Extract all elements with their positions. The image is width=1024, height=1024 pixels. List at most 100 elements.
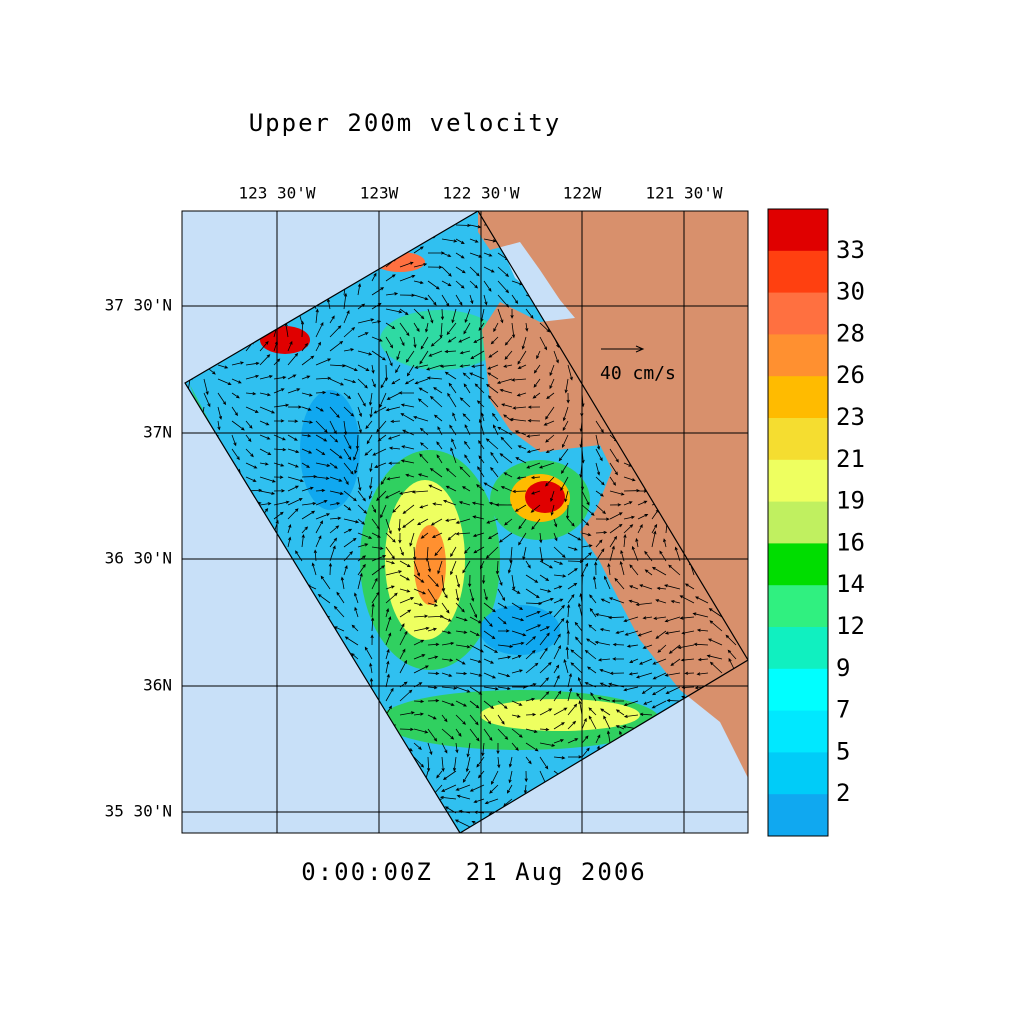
vector — [637, 630, 653, 637]
vector — [468, 574, 472, 588]
vector — [385, 274, 396, 282]
vector — [532, 392, 541, 399]
vector — [388, 461, 401, 465]
vector — [427, 742, 433, 756]
vector — [217, 392, 227, 406]
vector — [565, 619, 569, 632]
vector — [413, 699, 425, 704]
vector — [490, 451, 499, 464]
vector — [508, 770, 513, 784]
vector — [313, 549, 317, 562]
vector — [344, 636, 359, 646]
vector — [398, 391, 415, 395]
vector — [483, 714, 492, 725]
vector — [329, 378, 344, 386]
vector — [387, 434, 401, 440]
vector — [357, 318, 375, 324]
colorbar-swatch — [768, 376, 828, 419]
vector — [668, 644, 681, 654]
vector — [553, 574, 567, 578]
vector — [539, 532, 543, 544]
vector — [490, 336, 499, 345]
vector — [525, 662, 539, 674]
vector — [497, 616, 507, 625]
vector — [417, 473, 429, 478]
vector — [377, 434, 387, 442]
vector — [469, 714, 479, 726]
vector — [441, 294, 450, 307]
vector — [203, 378, 209, 396]
vector — [357, 532, 373, 539]
vector — [320, 575, 331, 590]
vector — [504, 350, 513, 360]
vector — [384, 490, 401, 499]
vector — [527, 419, 541, 423]
vector — [709, 661, 723, 674]
lat-tick-label: 37N — [143, 423, 172, 442]
vector — [301, 462, 311, 468]
vector — [539, 574, 550, 582]
colorbar-label: 30 — [836, 278, 865, 306]
vector — [413, 308, 425, 320]
vector — [455, 658, 466, 665]
vector — [369, 476, 373, 490]
vector — [628, 672, 639, 676]
vector — [427, 655, 439, 660]
vector — [385, 632, 392, 646]
vector — [427, 627, 438, 632]
vector — [315, 376, 332, 380]
vector — [301, 474, 318, 479]
vector — [469, 616, 482, 624]
vector — [371, 555, 387, 562]
vector — [301, 406, 312, 411]
vector — [354, 462, 359, 475]
vector — [357, 392, 366, 407]
vector — [311, 562, 317, 576]
vector — [514, 430, 527, 436]
vector — [426, 364, 443, 371]
vector — [385, 322, 396, 330]
lat-tick-label: 36N — [143, 676, 172, 695]
vector — [495, 560, 500, 575]
vector — [590, 692, 597, 702]
vector — [452, 412, 457, 422]
vector — [599, 682, 611, 688]
vector — [581, 552, 592, 562]
vector — [486, 518, 499, 524]
vector — [329, 325, 342, 338]
vector — [437, 426, 443, 436]
vector — [315, 520, 323, 534]
vector — [564, 490, 569, 503]
vector — [526, 434, 541, 438]
vector — [315, 462, 331, 467]
vector — [597, 696, 611, 702]
vector — [681, 630, 695, 635]
vector — [595, 490, 604, 497]
vector — [414, 364, 429, 369]
vector — [413, 560, 421, 577]
vector — [441, 588, 448, 599]
vector — [434, 546, 443, 557]
vector — [587, 666, 597, 674]
vector — [399, 659, 408, 674]
vector — [425, 546, 429, 562]
vector — [595, 434, 601, 451]
vector — [401, 445, 415, 450]
vector — [595, 734, 601, 744]
vector — [413, 626, 430, 632]
vector — [525, 601, 543, 606]
vector — [428, 350, 443, 357]
vector — [639, 584, 653, 590]
vector — [411, 490, 429, 494]
vector — [584, 649, 597, 660]
vector — [567, 532, 582, 541]
vector — [488, 350, 499, 358]
vector — [353, 448, 359, 461]
vector — [499, 388, 513, 394]
vector — [516, 392, 527, 397]
vector — [455, 588, 460, 602]
vector — [651, 700, 667, 709]
vector — [287, 448, 300, 454]
vector — [458, 336, 471, 343]
vector — [399, 623, 405, 632]
